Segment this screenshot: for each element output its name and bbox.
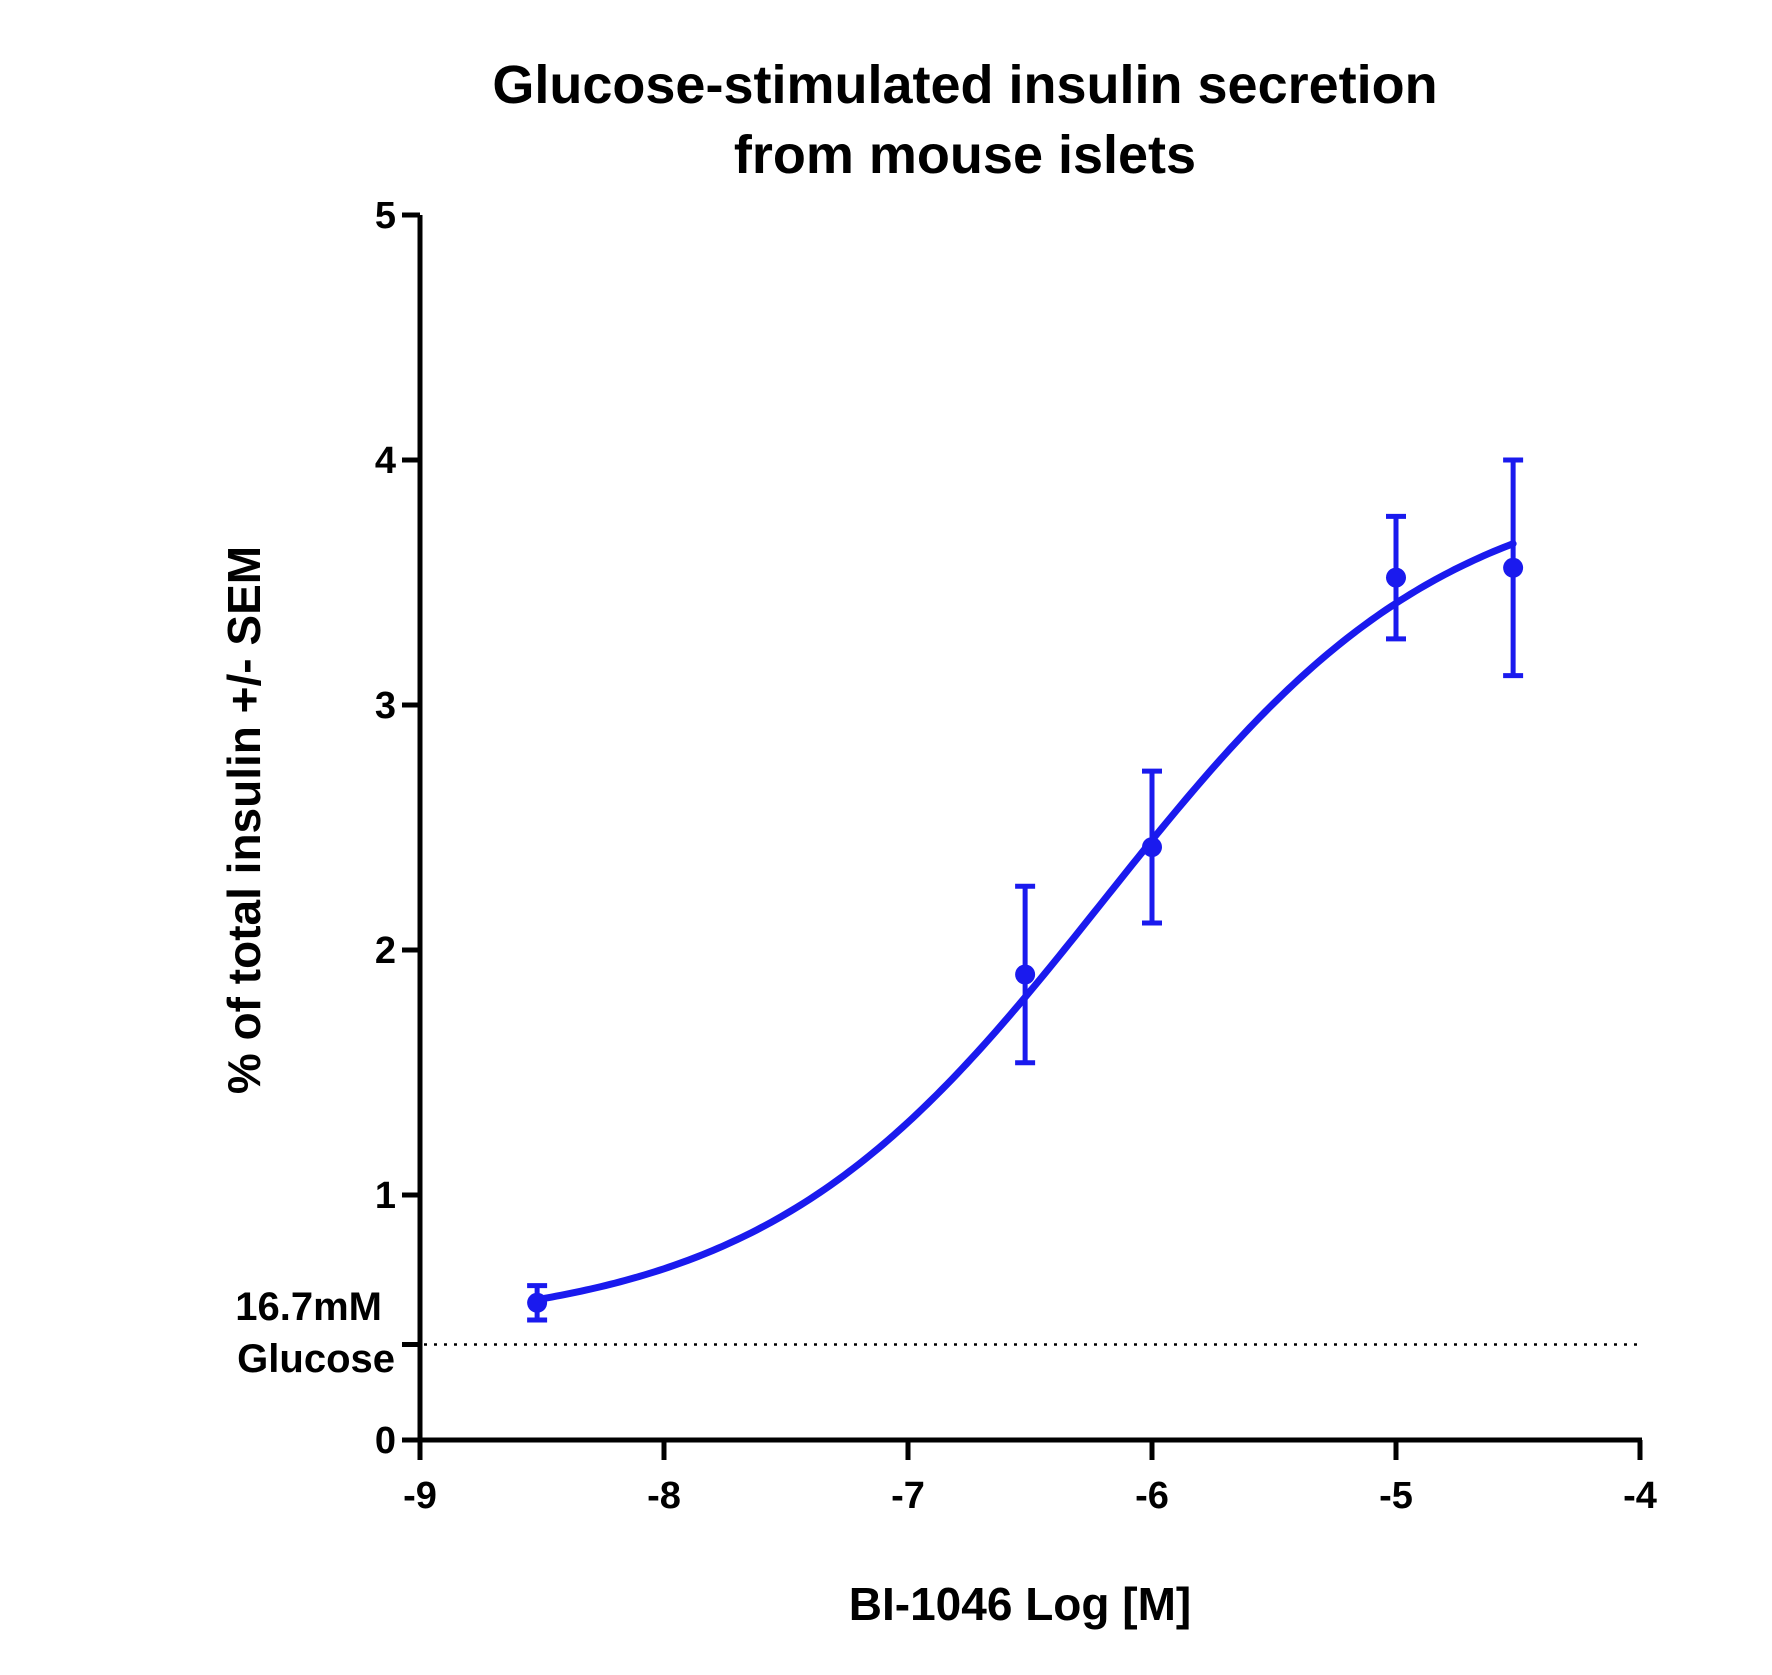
y-tick-label: 1 [375,1175,396,1217]
x-tick-label: -7 [891,1475,925,1517]
y-tick-label: 2 [375,930,396,972]
reference-line-label-line-1: 16.7mM [235,1285,382,1329]
x-tick-label: -6 [1135,1475,1169,1517]
data-point [1503,557,1524,578]
y-tick-label: 5 [375,195,396,237]
y-tick-label: 0 [375,1420,396,1462]
y-tick-label: 3 [375,685,396,727]
data-point [1142,837,1162,858]
reference-line-label-line-2: Glucose [237,1337,395,1381]
data-point [527,1292,548,1313]
x-tick-label: -5 [1379,1475,1413,1517]
y-tick-label: 4 [375,440,396,482]
y-axis-label: % of total insulin +/- SEM [218,546,270,1094]
data-point [1386,567,1406,588]
chart-title-line-2: from mouse islets [734,125,1196,185]
x-tick-label: -9 [403,1475,437,1517]
x-axis-label: BI-1046 Log [M] [849,1578,1191,1630]
plot-area: 0 1 2 3 4 5 -9 -8 -7 -6 -5 -4 [375,195,1657,1517]
x-tick-label: -8 [647,1475,681,1517]
chart-title-line-1: Glucose-stimulated insulin secretion [492,55,1437,115]
x-tick-label: -4 [1623,1475,1657,1517]
data-point [1015,964,1036,985]
